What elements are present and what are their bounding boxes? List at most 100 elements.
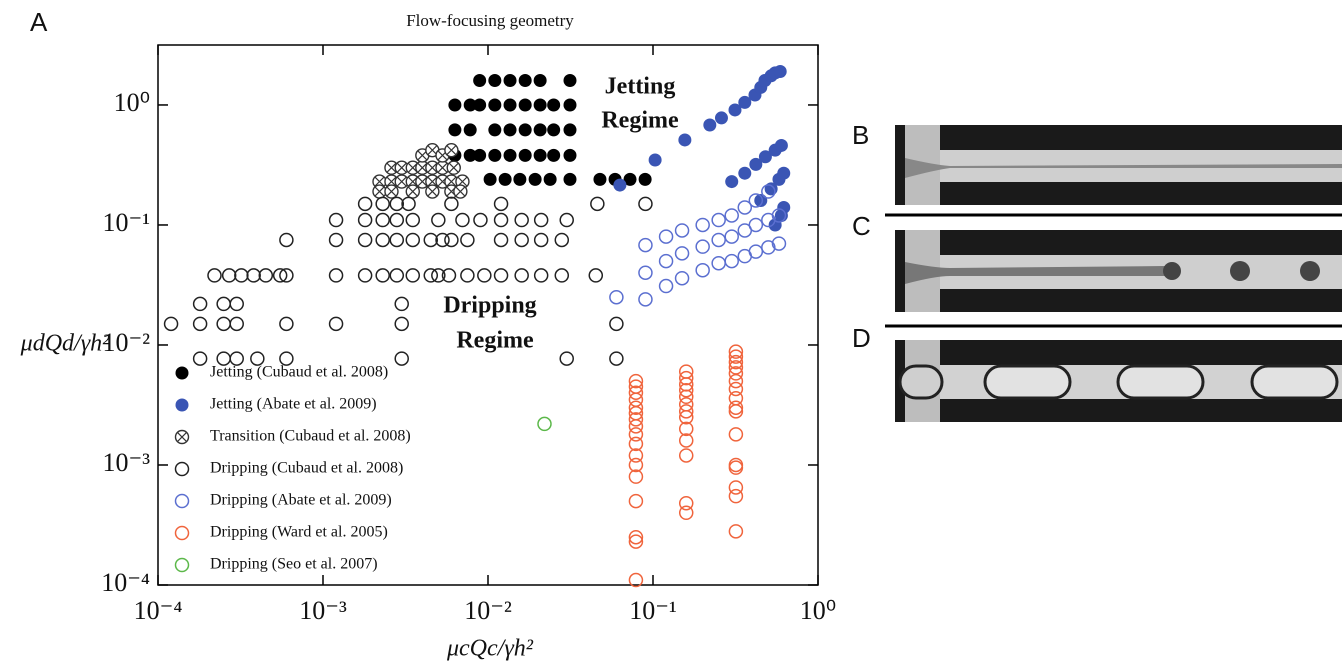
micrograph-c (895, 230, 1342, 312)
point (258, 268, 274, 283)
point (192, 316, 208, 332)
point (547, 148, 561, 162)
point (609, 351, 624, 366)
point-cross (427, 186, 438, 197)
point (563, 98, 577, 112)
point (425, 184, 440, 199)
point (777, 200, 791, 214)
point (533, 98, 547, 112)
legend-marker (175, 398, 189, 412)
point (405, 232, 421, 248)
point (628, 400, 644, 415)
point (628, 436, 644, 452)
point (533, 268, 549, 283)
point (695, 262, 710, 278)
legend-label: Transition (Cubaud et al. 2008) (210, 428, 411, 445)
point (773, 65, 787, 79)
legend-label: Jetting (Cubaud et al. 2008) (210, 364, 388, 381)
panel-label: A (30, 7, 48, 37)
point (384, 184, 399, 199)
legend-marker (174, 525, 190, 541)
point (488, 73, 502, 87)
point-cross (455, 186, 466, 197)
point (638, 196, 653, 212)
point (628, 493, 644, 509)
x-tick-label: 10⁰ (800, 596, 836, 625)
point (628, 572, 644, 588)
point (658, 278, 674, 294)
legend-marker (174, 461, 190, 477)
point (628, 448, 644, 463)
point (533, 73, 547, 87)
point (375, 232, 390, 248)
point (444, 232, 459, 248)
point (328, 212, 344, 228)
point (658, 253, 674, 269)
point-cross (437, 162, 448, 173)
point (328, 268, 344, 283)
point (389, 268, 405, 283)
point (638, 265, 653, 280)
legend-label: Dripping (Seo et al. 2007) (210, 556, 378, 573)
point (774, 138, 788, 152)
point (473, 148, 487, 162)
point (431, 212, 446, 228)
point (748, 244, 764, 259)
annotation: Regime (601, 108, 679, 134)
point (678, 448, 694, 463)
panel-label: D (852, 323, 871, 353)
point (488, 123, 502, 137)
point-cross (374, 176, 385, 187)
point (724, 253, 739, 269)
point (328, 316, 344, 332)
point (444, 142, 459, 158)
point (628, 412, 644, 427)
point (609, 316, 624, 332)
point (559, 212, 574, 228)
point (678, 382, 694, 398)
point (431, 268, 446, 283)
point (728, 488, 744, 504)
chart-title: Flow-focusing geometry (406, 11, 574, 30)
point (711, 232, 726, 248)
point-cross (374, 186, 385, 197)
point (477, 268, 492, 283)
x-tick-label: 10⁻¹ (629, 596, 677, 625)
point (724, 208, 739, 223)
point (728, 404, 744, 419)
point (357, 212, 373, 228)
point (528, 172, 542, 186)
point-cross (386, 176, 397, 187)
point (678, 370, 694, 386)
point (695, 239, 710, 254)
point (728, 354, 744, 370)
x-tick-label: 10⁻⁴ (134, 596, 183, 625)
point (518, 148, 532, 162)
point (279, 232, 294, 248)
point (777, 166, 791, 180)
y-tick-label: 10⁻² (102, 328, 150, 357)
point-cross (396, 162, 407, 173)
point (463, 148, 477, 162)
y-tick-label: 10⁻⁴ (101, 568, 150, 597)
point (533, 232, 549, 248)
point (593, 172, 607, 186)
point-cross (417, 176, 428, 187)
point (250, 351, 265, 366)
point (628, 457, 644, 473)
point (357, 196, 373, 212)
point (463, 123, 477, 137)
point-cross (446, 145, 457, 156)
legend-label: Jetting (Abate et al. 2009) (210, 396, 377, 413)
point (234, 268, 249, 283)
point (455, 212, 470, 228)
point (384, 174, 399, 189)
point (493, 196, 509, 212)
point-cross (446, 176, 457, 187)
point (628, 469, 644, 484)
point (678, 409, 694, 425)
point (728, 349, 744, 364)
point (674, 270, 690, 286)
x-axis-label: μcQc/γh² (446, 636, 534, 662)
